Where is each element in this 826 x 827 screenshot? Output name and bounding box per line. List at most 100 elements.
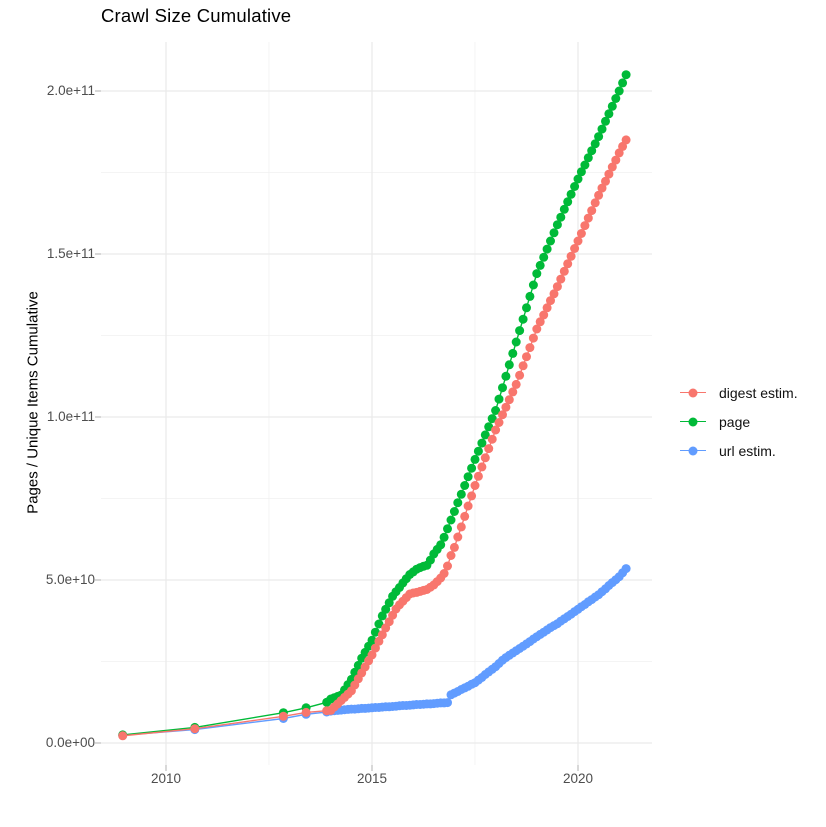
data-point-digest-estim [549,289,559,299]
data-point-digest-estim [590,198,600,208]
data-point-page [583,153,593,163]
data-point-digest-estim [504,395,514,405]
data-point-page [594,132,604,142]
legend-item-url-estim: url estim. [680,436,798,465]
legend-item-page: page [680,407,798,436]
data-point-page [511,337,521,347]
data-point-url-estim [621,564,631,574]
legend-key-url-estim-icon [680,445,706,457]
data-point-page [463,472,473,482]
data-point-page [446,515,456,525]
data-point-digest-estim [573,236,583,246]
data-point-page [504,360,514,370]
y-tick-label: 2.0e+11 [46,83,95,98]
data-point-page [563,197,573,207]
data-point-page [621,70,631,80]
data-point-digest-estim [542,303,552,313]
data-point-digest-estim [597,183,607,193]
data-point-page [439,532,449,542]
y-tick-label: 5.0e+10 [45,572,95,587]
data-point-page [573,174,583,184]
data-point-page [539,252,549,262]
data-point-digest-estim [278,711,288,721]
data-point-page [449,507,459,516]
data-point-digest-estim [508,387,518,397]
data-point-digest-estim [604,169,614,179]
data-point-page [501,371,511,381]
data-point-page [374,619,384,629]
data-point-page [443,524,452,534]
data-point-digest-estim [515,370,525,380]
data-point-digest-estim [587,206,597,216]
data-point-digest-estim [566,251,576,261]
data-point-page [470,454,480,464]
data-point-digest-estim [594,190,604,200]
data-point-digest-estim [539,310,549,320]
data-point-page [525,291,535,301]
data-point-page [590,139,600,149]
data-point-digest-estim [611,155,621,165]
data-point-digest-estim [607,162,617,172]
data-point-digest-estim [546,296,555,306]
data-point-page [508,348,518,358]
data-point-digest-estim [456,522,466,532]
data-point-digest-estim [525,343,535,353]
data-point-page [559,204,569,214]
chart-title: Crawl Size Cumulative [101,5,292,26]
data-point-digest-estim [556,274,566,284]
legend-label: page [719,413,751,430]
data-point-page [532,269,542,279]
data-point-page [614,86,624,96]
data-point-page [552,220,562,230]
x-tick-label: 2015 [356,771,388,786]
data-point-page [494,394,504,404]
data-point-page [477,438,487,448]
data-point-page [473,446,483,456]
data-point-page [597,124,607,134]
data-point-page [601,116,610,126]
data-point-digest-estim [601,176,610,186]
data-point-page [607,101,617,111]
data-point-page [542,244,552,254]
data-point-page [456,489,466,499]
data-point-page [549,228,559,238]
data-point-digest-estim [453,532,463,542]
legend: digest estim. page url estim. [680,378,798,465]
data-point-page [528,280,538,290]
data-point-page [611,94,621,103]
data-point-digest-estim [528,333,538,343]
data-point-page [515,326,525,336]
data-point-digest-estim [552,282,562,292]
data-point-page [487,414,497,424]
data-point-digest-estim [473,471,483,481]
y-tick-label: 1.5e+11 [46,246,95,261]
data-point-digest-estim [583,213,593,223]
data-point-digest-estim [487,434,497,444]
data-point-digest-estim [580,221,590,231]
data-point-digest-estim [463,501,473,511]
data-point-page [480,430,490,440]
legend-key-digest-estim-icon [680,387,706,399]
x-tick-label: 2020 [562,771,594,786]
data-point-page [618,78,628,88]
data-point-page [546,236,555,246]
y-tick-label: 0.0e+00 [45,735,95,750]
data-point-page [370,627,380,637]
data-point-digest-estim [532,324,542,334]
data-point-page [491,406,501,415]
legend-label: url estim. [719,442,776,459]
data-point-digest-estim [460,511,470,521]
data-point-digest-estim [190,724,200,734]
legend-item-digest-estim: digest estim. [680,378,798,407]
data-point-page [498,383,507,393]
data-point-digest-estim [621,135,631,145]
data-point-page [576,167,586,177]
data-point-digest-estim [377,630,387,640]
data-point-page [460,481,470,490]
data-point-digest-estim [470,481,480,490]
data-point-digest-estim [439,569,449,578]
data-point-digest-estim [535,317,545,327]
data-point-digest-estim [576,229,586,238]
data-point-page [453,498,463,508]
